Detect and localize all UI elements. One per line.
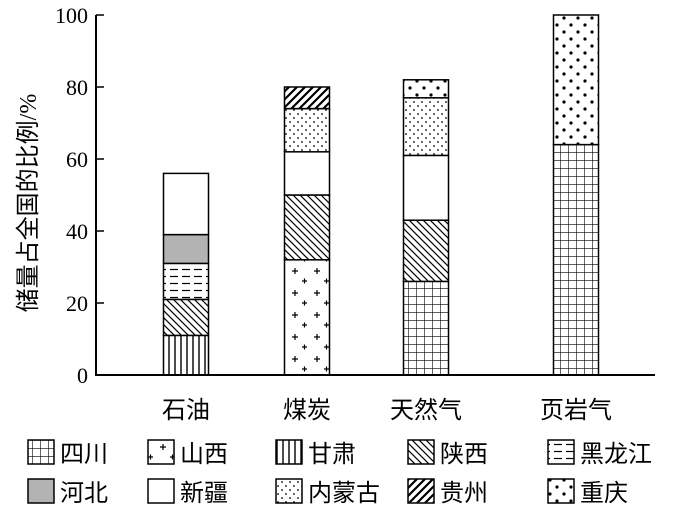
legend-swatch <box>407 478 435 504</box>
bar-segment-1-3 <box>283 194 331 261</box>
bar-segment-1-1 <box>283 259 331 376</box>
legend-label: 黑龙江 <box>580 441 652 468</box>
legend-label: 甘肃 <box>308 441 356 468</box>
legend-swatch <box>275 478 303 504</box>
axes: 0 20 40 60 80 100 石油 煤炭 天然气 页岩气 储量占全国的比例/% <box>15 3 655 424</box>
x-tick-label: 天然气 <box>390 397 462 424</box>
y-tick-label: 80 <box>66 75 88 100</box>
legend-label: 山西 <box>180 441 228 468</box>
bar-segment-0-2 <box>162 334 210 376</box>
legend-label: 陕西 <box>440 441 488 468</box>
legend-swatch <box>547 478 575 504</box>
bar-segment-2-0 <box>402 280 450 376</box>
legend-swatch <box>27 439 55 465</box>
legend-swatch <box>147 439 175 465</box>
bar-segment-1-6 <box>283 151 331 196</box>
plot-area <box>162 14 600 376</box>
legend-swatch <box>547 439 575 465</box>
bar-segment-0-6 <box>162 172 210 236</box>
legend-swatch <box>147 478 175 504</box>
y-tick-label: 20 <box>66 291 88 316</box>
legend-swatch <box>407 439 435 465</box>
legend-label: 重庆 <box>580 480 628 507</box>
y-tick-label: 40 <box>66 219 88 244</box>
bar-segment-0-5 <box>162 233 210 265</box>
y-tick-label: 60 <box>66 147 88 172</box>
bar-segment-2-7 <box>402 97 450 157</box>
legend-label: 贵州 <box>440 480 488 507</box>
bar-segment-2-6 <box>402 154 450 221</box>
x-tick-label: 石油 <box>162 397 210 424</box>
y-tick-label: 100 <box>55 3 88 28</box>
bar-segment-1-7 <box>283 107 331 153</box>
bar-segment-1-8 <box>283 86 331 110</box>
bar-segment-3-0 <box>552 143 600 376</box>
x-tick-label: 煤炭 <box>283 397 331 424</box>
bar-segment-2-9 <box>402 79 450 99</box>
legend-label: 内蒙古 <box>308 480 380 507</box>
bar-segment-3-9 <box>552 14 600 146</box>
bar-segment-0-4 <box>162 262 210 301</box>
bar-segment-0-3 <box>162 298 210 337</box>
legend-label: 四川 <box>60 442 108 468</box>
y-axis-title: 储量占全国的比例/% <box>15 94 42 313</box>
legend-label: 新疆 <box>180 480 228 507</box>
y-tick-label: 0 <box>77 363 88 388</box>
legend-swatch <box>275 439 303 465</box>
x-tick-label: 页岩气 <box>540 397 612 424</box>
legend-label: 河北 <box>60 480 108 507</box>
bar-segment-2-3 <box>402 219 450 283</box>
legend-swatch <box>27 478 55 504</box>
